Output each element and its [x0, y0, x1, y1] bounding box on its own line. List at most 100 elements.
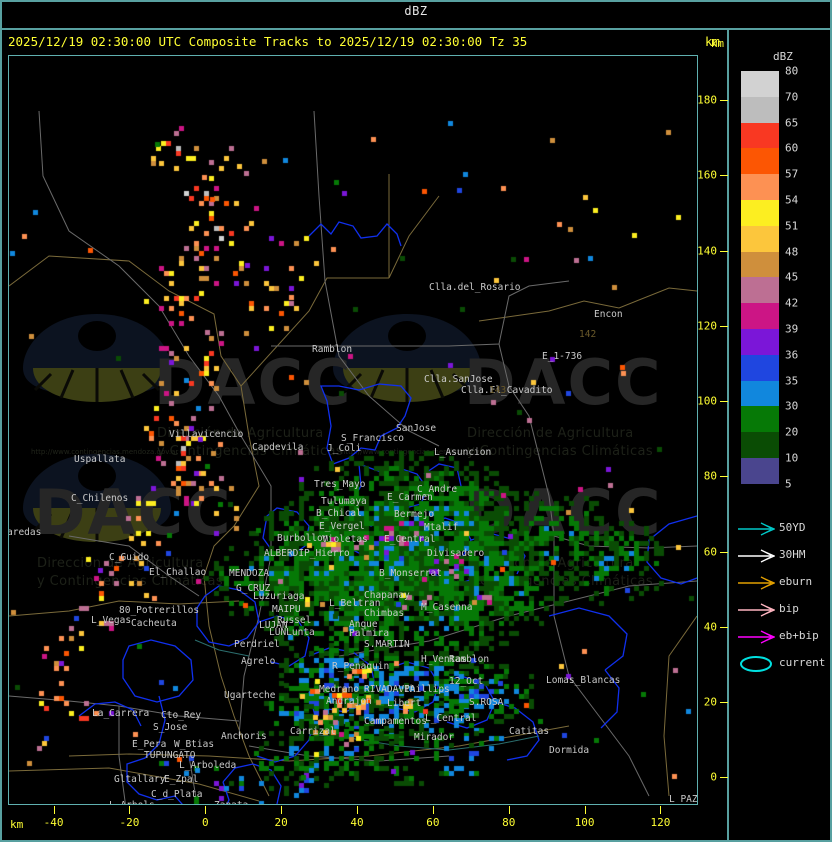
colorbar-label: 42 — [785, 296, 799, 310]
colorbar-segment[interactable] — [741, 251, 779, 278]
y-axis-tick — [720, 250, 728, 252]
y-axis: km 0 20 40 60 80 100 120 140 160 180 — [697, 37, 728, 815]
colorbar-segment[interactable] — [741, 174, 779, 200]
place-label: L_Arboleda — [179, 760, 237, 771]
y-axis-tick — [720, 551, 728, 553]
track-arrow-icon — [738, 522, 775, 536]
colorbar-label: 48 — [785, 245, 799, 259]
colorbar-segment[interactable] — [741, 148, 779, 175]
x-axis-tick — [53, 806, 55, 814]
x-axis-tick-label: 40 — [350, 816, 364, 829]
legend-row-eb-bip[interactable]: eb+bip — [731, 625, 830, 652]
legend-arrow-label: 30HM — [779, 548, 806, 561]
place-label: 80_Potrerillos — [119, 605, 200, 616]
colorbar-segment[interactable] — [741, 96, 779, 123]
place-label: B_Monserrat — [379, 568, 442, 579]
colorbar-segment[interactable] — [741, 122, 779, 149]
colorbar-segment[interactable] — [741, 432, 779, 458]
place-label: R_Penaquin — [332, 661, 390, 672]
legend-arrow-label: eburn — [779, 575, 813, 588]
place-label: MENDOZA — [229, 568, 270, 579]
place-label: Chapanay — [364, 590, 410, 601]
current-cell-icon — [740, 656, 772, 672]
colorbar-segment[interactable] — [741, 199, 779, 226]
place-label: Luzuriaga — [253, 591, 305, 602]
x-axis-tick-label: 0 — [201, 816, 209, 829]
colorbar-segment[interactable] — [741, 406, 779, 433]
place-label: Perdriel — [234, 639, 280, 650]
place-label: Campamentos — [364, 716, 427, 727]
place-label: LUNLunta — [269, 627, 315, 638]
x-axis-tick-label: 100 — [574, 816, 595, 829]
x-axis-tick — [432, 806, 434, 814]
colorbar-segment[interactable] — [741, 303, 779, 329]
place-label: H_Ventas — [421, 654, 467, 665]
y-axis-tick — [720, 100, 728, 102]
place-label: SanJose — [396, 423, 437, 434]
colorbar-label: 70 — [785, 90, 799, 104]
place-label: Carrizal — [290, 726, 336, 737]
place-label: TUPUNGATO — [144, 750, 196, 761]
radar-map-panel[interactable]: DACC Dirección de Agricultura y Continge… — [8, 55, 698, 805]
place-label: Anchoris — [221, 731, 267, 742]
place-label: Clla.del_Rosario — [429, 282, 521, 293]
place-label: E_Carmen — [387, 492, 433, 503]
place-label: P_Hierro — [304, 548, 350, 559]
place-label: MAIPU — [272, 604, 301, 615]
place-label: Villavicencio — [169, 429, 244, 440]
map-canvas-area[interactable]: DACC Dirección de Agricultura y Continge… — [9, 56, 697, 804]
place-label: L_Arbols — [109, 800, 155, 804]
title-divider — [2, 28, 830, 30]
track-symbol-legend: 50YD 30HM eburn bip eb+bip current — [731, 517, 830, 679]
colorbar-label: 54 — [785, 193, 799, 207]
colorbar-segment[interactable] — [741, 457, 779, 484]
place-label: RIVADAVIA — [364, 684, 416, 695]
header-unit-label: km — [705, 34, 721, 49]
x-axis-tick — [281, 806, 283, 814]
place-label: L_Beltran — [329, 598, 381, 609]
place-label: Gltallary — [114, 774, 166, 785]
y-axis-tick-label: 60 — [703, 545, 717, 559]
y-axis-tick-label: 40 — [703, 620, 717, 634]
colorbar-segment[interactable] — [741, 328, 779, 355]
colorbar-segment[interactable] — [741, 225, 779, 252]
place-label: Cto_Rey — [161, 710, 202, 721]
place-label: Divisadero — [427, 548, 485, 559]
legend-row-bip[interactable]: bip — [731, 598, 830, 625]
place-label: Phillips — [404, 684, 450, 695]
reflectivity-colorbar[interactable] — [741, 71, 779, 484]
place-label: ALBERDI — [264, 548, 305, 559]
legend-arrow-label: bip — [779, 602, 799, 615]
place-label: Ugarteche — [224, 690, 276, 701]
colorbar-segment[interactable] — [741, 71, 779, 97]
legend-arrow-label: current — [779, 656, 826, 669]
colorbar-label: 39 — [785, 322, 799, 336]
colorbar-segment[interactable] — [741, 354, 779, 381]
legend-panel: dBZ 50YD 30HM eburn bip eb+bip current 80 70 65… — [731, 30, 830, 840]
place-label: S.ROSA — [469, 697, 504, 708]
place-label: C_d_Plata — [151, 789, 203, 800]
legend-row-eburn[interactable]: eburn — [731, 571, 830, 598]
place-label: C_Andre — [417, 484, 458, 495]
legend-row-30hm[interactable]: 30HM — [731, 544, 830, 571]
place-label: Anque — [349, 619, 378, 630]
y-axis-tick — [720, 777, 728, 779]
place-label: Chimbas — [364, 608, 405, 619]
x-axis-tick — [584, 806, 586, 814]
place-label: S_Jose — [153, 722, 188, 733]
place-label: G_CRUZ — [236, 583, 271, 594]
place-label: aredas — [9, 527, 42, 538]
colorbar-segment[interactable] — [741, 277, 779, 304]
place-label: 142 — [579, 329, 597, 340]
colorbar-label: 10 — [785, 451, 799, 465]
colorbar-label: 65 — [785, 116, 799, 130]
colorbar-segment[interactable] — [741, 380, 779, 407]
place-label: Lomas_Blancas — [546, 675, 621, 686]
place-label: 143 — [489, 385, 507, 396]
place-label: E_Zpal — [164, 774, 199, 785]
legend-row-current[interactable]: current — [731, 652, 830, 679]
place-label: L_PAZ — [669, 794, 697, 804]
place-label: M_Casenna — [421, 602, 473, 613]
legend-row-50yd[interactable]: 50YD — [731, 517, 830, 544]
y-axis-tick — [720, 476, 728, 478]
